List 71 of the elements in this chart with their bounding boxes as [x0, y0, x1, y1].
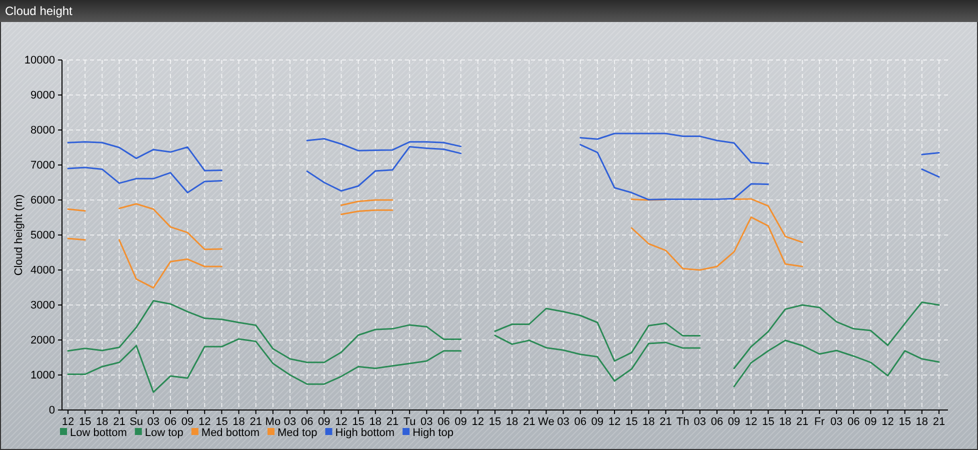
x-tick-label: Tu: [403, 416, 416, 428]
x-tick-label: 03: [284, 416, 296, 428]
y-tick-label: 8000: [30, 124, 55, 137]
x-tick-label: 12: [745, 416, 758, 428]
x-tick-label: Su: [130, 416, 144, 428]
x-tick-label: 21: [660, 416, 672, 428]
x-tick-label: 06: [847, 416, 860, 428]
legend-label: Med top: [278, 427, 318, 439]
y-tick-label: 2000: [30, 334, 55, 347]
x-tick-label: 12: [882, 416, 894, 428]
x-tick-label: 18: [232, 416, 245, 428]
chart-title: Cloud height: [5, 4, 74, 18]
x-tick-label: 06: [438, 416, 450, 428]
x-tick-label: 21: [796, 416, 808, 428]
x-tick-label: 15: [352, 416, 364, 428]
legend-label: High bottom: [335, 427, 395, 439]
x-tick-label: 15: [898, 416, 911, 428]
x-tick-label: 21: [113, 416, 126, 428]
x-tick-label: 15: [625, 416, 638, 428]
x-tick-label: 03: [830, 416, 843, 428]
x-tick-label: 21: [932, 416, 946, 428]
x-tick-label: 09: [181, 416, 194, 428]
x-tick-label: Fr: [814, 416, 825, 428]
x-tick-label: 03: [420, 416, 433, 428]
y-tick-label: 5000: [30, 230, 55, 242]
x-tick-label: 06: [710, 416, 724, 428]
y-tick-label: 1000: [30, 370, 55, 382]
x-tick-label: We: [538, 416, 554, 428]
legend-label: Low bottom: [70, 427, 127, 439]
x-tick-label: Th: [676, 416, 690, 428]
x-tick-label: 21: [386, 416, 399, 428]
y-tick-label: 10000: [24, 54, 55, 67]
legend-label: Med bottom: [201, 427, 260, 439]
x-tick-label: 09: [728, 416, 740, 428]
x-tick-label: 21: [250, 416, 262, 428]
y-tick-label: 7000: [30, 160, 55, 172]
x-tick-label: 09: [454, 416, 467, 428]
x-tick-label: Mo: [265, 416, 281, 428]
x-tick-label: 18: [916, 416, 928, 428]
x-tick-label: 12: [335, 416, 348, 428]
x-tick-label: 06: [574, 416, 586, 428]
x-tick-label: 15: [216, 416, 228, 428]
x-tick-label: 12: [198, 416, 211, 428]
x-tick-label: 15: [78, 416, 92, 428]
x-tick-label: 15: [762, 416, 774, 428]
x-tick-label: 03: [694, 416, 706, 428]
x-tick-label: 06: [164, 416, 177, 428]
x-tick-label: 15: [488, 416, 502, 428]
x-tick-label: 18: [642, 416, 655, 428]
x-tick-label: 12: [472, 416, 484, 428]
x-tick-label: 18: [96, 416, 108, 428]
y-axis-title: Cloud height (m): [13, 194, 25, 276]
x-tick-label: 12: [62, 416, 74, 428]
x-tick-label: 21: [522, 416, 536, 428]
x-tick-label: 09: [591, 416, 604, 428]
x-tick-label: 12: [608, 416, 621, 428]
x-tick-label: 03: [147, 416, 160, 428]
x-tick-label: 09: [318, 416, 330, 428]
y-tick-label: 6000: [30, 194, 55, 207]
x-tick-label: 06: [300, 416, 314, 428]
legend-label: Low top: [144, 427, 184, 439]
legend-label: High top: [412, 427, 454, 439]
y-tick-label: 0: [48, 404, 55, 417]
x-tick-label: 09: [864, 416, 877, 428]
x-tick-label: 03: [557, 416, 570, 428]
x-tick-label: 18: [779, 416, 792, 428]
x-tick-label: 18: [506, 416, 518, 428]
y-tick-label: 4000: [30, 264, 55, 277]
y-tick-label: 9000: [30, 90, 55, 102]
y-tick-label: 3000: [30, 300, 55, 312]
x-tick-label: 18: [369, 416, 382, 428]
